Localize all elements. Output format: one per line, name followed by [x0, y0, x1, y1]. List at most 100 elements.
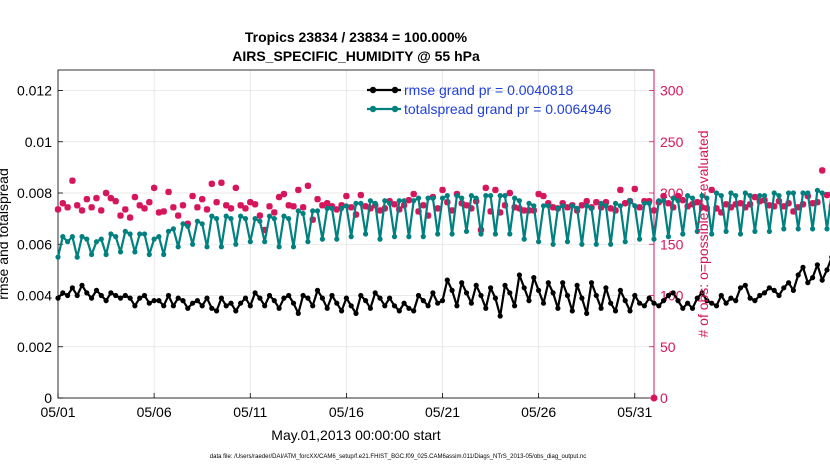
rmse-point [127, 295, 133, 301]
obs-evaluated-point [150, 184, 158, 192]
legend-rmse-marker-left [369, 86, 377, 94]
rmse-point [391, 303, 398, 309]
obs-evaluated-point [391, 201, 398, 208]
obs-evaluated-point [766, 202, 773, 209]
obs-evaluated-point [194, 204, 201, 211]
rmse-point [617, 287, 624, 293]
obs-evaluated-point [698, 204, 706, 211]
rmse-point [223, 303, 229, 309]
legend-spread-label: totalspread grand pr = 0.0064946 [404, 101, 612, 117]
rmse-point [343, 295, 349, 301]
totalspread-point [593, 241, 599, 247]
y-tick-label: 0.01 [25, 134, 52, 150]
obs-evaluated-point [376, 207, 384, 214]
rmse-point [718, 292, 724, 299]
obs-evaluated-point [670, 204, 677, 211]
totalspread-point [339, 205, 345, 211]
rmse-point [478, 292, 484, 299]
obs-evaluated-point [521, 207, 528, 214]
rmse-point [156, 298, 162, 304]
obs-evaluated-point [448, 207, 456, 214]
rmse-point [382, 303, 388, 309]
grid [57, 70, 654, 399]
totalspread-point [550, 241, 556, 247]
totalspread-point [281, 213, 287, 219]
obs-evaluated-point [607, 205, 614, 212]
obs-evaluated-point [593, 199, 600, 206]
obs-evaluated-point [261, 226, 268, 234]
y-tick-label: 0.012 [17, 83, 52, 99]
totalspread-point [401, 198, 407, 204]
rmse-point [737, 285, 744, 291]
obs-evaluated-point [405, 196, 413, 204]
y-tick-label: 0.006 [17, 236, 52, 252]
totalspread-point [411, 198, 417, 204]
rmse-point [545, 280, 551, 286]
totalspread-point [305, 239, 311, 245]
totalspread-point [204, 244, 210, 250]
rmse-point [612, 308, 619, 314]
totalspread-point [473, 195, 479, 201]
rmse-point [247, 303, 253, 309]
x-axis-label: May.01,2013 00:00:00 start [271, 427, 441, 443]
rmse-point [656, 303, 662, 309]
totalspread-point [733, 193, 739, 199]
totalspread-point [737, 231, 744, 237]
y2-tick-label: 0 [660, 390, 668, 406]
rmse-point [281, 295, 287, 301]
rmse-point [473, 282, 479, 288]
rmse-point [444, 277, 450, 283]
totalspread-point [675, 198, 681, 204]
y-tick-label: 0.004 [17, 288, 52, 304]
totalspread-point [507, 231, 513, 237]
rmse-point [742, 282, 748, 288]
rmse-point [689, 305, 696, 311]
obs-evaluated-point [434, 205, 441, 212]
totalspread-point [685, 193, 691, 199]
rmse-point [786, 280, 792, 286]
totalspread-point [324, 205, 330, 211]
y2-tick-label: 250 [660, 134, 684, 150]
rmse-point [449, 287, 455, 293]
rmse-point [521, 285, 527, 291]
totalspread-point [752, 228, 758, 234]
rmse-point [252, 290, 258, 296]
rmse-point [89, 295, 95, 301]
rmse-point [65, 292, 71, 299]
obs-evaluated-point [247, 199, 254, 206]
obs-evaluated-point [809, 200, 816, 207]
totalspread-point [295, 208, 301, 214]
totalspread-point [651, 236, 657, 242]
rmse-point [367, 305, 373, 311]
rmse-point [319, 295, 325, 301]
totalspread-point [814, 187, 821, 193]
rmse-point [146, 300, 152, 306]
totalspread-point [574, 205, 580, 211]
totalspread-point [603, 203, 609, 209]
rmse-point [661, 298, 667, 304]
chart-title-line1: Tropics 23834 / 23834 = 100.000% [245, 29, 468, 45]
totalspread-point [588, 205, 595, 211]
rmse-point [204, 295, 210, 301]
rmse-point [588, 280, 595, 286]
rmse-point [430, 290, 436, 296]
obs-evaluated-point [362, 203, 369, 210]
x-axis-ticks: 05/01 05/06 05/11 05/16 05/21 05/26 05/31 [40, 393, 652, 420]
obs-evaluated-point [64, 204, 71, 211]
obs-evaluated-point [146, 199, 153, 206]
rmse-point [584, 310, 590, 316]
rmse-point [766, 285, 773, 291]
rmse-point [439, 298, 446, 304]
obs-evaluated-point [650, 207, 658, 214]
obs-evaluated-point [410, 190, 417, 198]
rmse-point [199, 303, 205, 309]
rmse-point [310, 303, 316, 309]
totalspread-point [223, 213, 229, 219]
totalspread-point [439, 195, 446, 201]
obs-evaluated-point [492, 186, 499, 194]
rmse-point [603, 285, 609, 291]
rmse-point [209, 305, 215, 311]
totalspread-point [786, 190, 792, 196]
rmse-point [776, 292, 782, 299]
totalspread-point [564, 239, 571, 245]
